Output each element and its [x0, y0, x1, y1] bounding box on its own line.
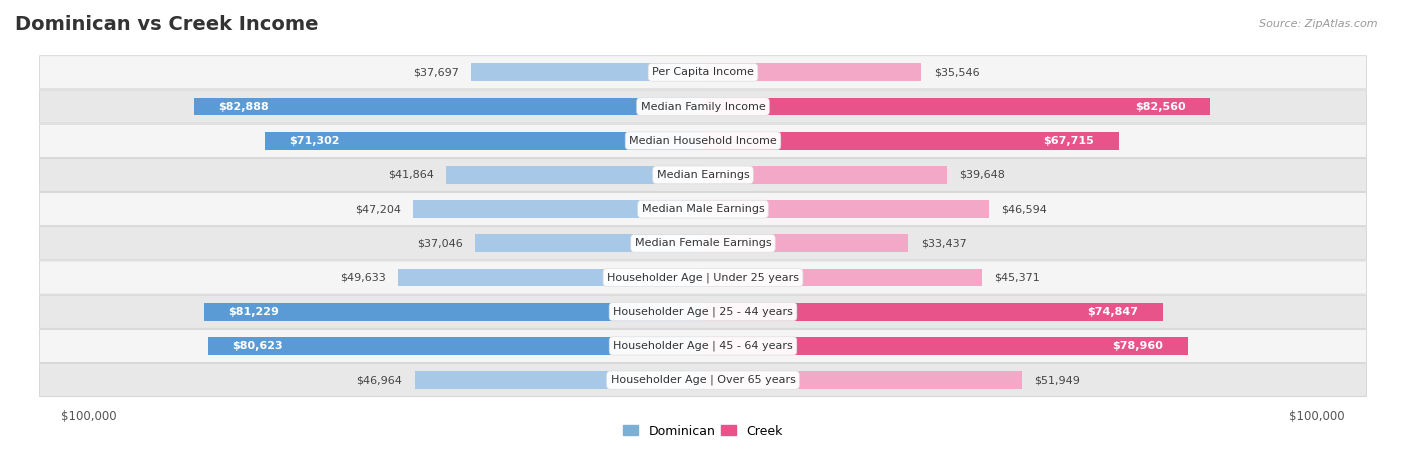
Text: $41,864: $41,864 [388, 170, 433, 180]
FancyBboxPatch shape [39, 226, 1367, 260]
Bar [703, 64, 921, 81]
Text: $49,633: $49,633 [340, 273, 385, 283]
Text: $46,594: $46,594 [1001, 204, 1047, 214]
Text: $74,847: $74,847 [1087, 307, 1139, 317]
Bar [703, 98, 1211, 115]
Text: Dominican vs Creek Income: Dominican vs Creek Income [15, 15, 319, 34]
Text: Per Capita Income: Per Capita Income [652, 67, 754, 78]
Text: Median Family Income: Median Family Income [641, 101, 765, 112]
Text: $81,229: $81,229 [229, 307, 280, 317]
Text: $39,648: $39,648 [959, 170, 1005, 180]
Text: $35,546: $35,546 [934, 67, 979, 78]
Text: Householder Age | Over 65 years: Householder Age | Over 65 years [610, 375, 796, 385]
Text: $71,302: $71,302 [290, 136, 340, 146]
Bar [446, 166, 703, 184]
FancyBboxPatch shape [39, 56, 1367, 89]
Text: $45,371: $45,371 [994, 273, 1040, 283]
Text: $78,960: $78,960 [1112, 341, 1164, 351]
FancyBboxPatch shape [39, 295, 1367, 328]
Bar [475, 234, 703, 252]
Text: $37,697: $37,697 [413, 67, 460, 78]
Bar [703, 303, 1163, 321]
Bar [703, 200, 990, 218]
Text: Source: ZipAtlas.com: Source: ZipAtlas.com [1260, 19, 1378, 28]
Bar [264, 132, 703, 149]
Text: $46,964: $46,964 [356, 375, 402, 385]
Bar [703, 269, 981, 286]
Bar [703, 371, 1022, 389]
Bar [703, 166, 946, 184]
Text: $33,437: $33,437 [921, 238, 966, 248]
Text: $47,204: $47,204 [354, 204, 401, 214]
Legend: Dominican, Creek: Dominican, Creek [619, 420, 787, 443]
Bar [204, 303, 703, 321]
Bar [703, 234, 908, 252]
FancyBboxPatch shape [39, 192, 1367, 226]
Text: $82,888: $82,888 [218, 101, 269, 112]
Bar [413, 200, 703, 218]
Text: $37,046: $37,046 [418, 238, 463, 248]
FancyBboxPatch shape [39, 363, 1367, 396]
Text: Median Household Income: Median Household Income [628, 136, 778, 146]
Text: Median Earnings: Median Earnings [657, 170, 749, 180]
Bar [398, 269, 703, 286]
Text: Householder Age | Under 25 years: Householder Age | Under 25 years [607, 272, 799, 283]
Text: $67,715: $67,715 [1043, 136, 1094, 146]
FancyBboxPatch shape [39, 90, 1367, 123]
Bar [194, 98, 703, 115]
Text: Median Male Earnings: Median Male Earnings [641, 204, 765, 214]
Bar [208, 337, 703, 355]
FancyBboxPatch shape [39, 261, 1367, 294]
Text: $82,560: $82,560 [1135, 101, 1185, 112]
Text: Median Female Earnings: Median Female Earnings [634, 238, 772, 248]
Text: $80,623: $80,623 [232, 341, 283, 351]
Text: $51,949: $51,949 [1035, 375, 1080, 385]
Bar [415, 371, 703, 389]
FancyBboxPatch shape [39, 158, 1367, 191]
FancyBboxPatch shape [39, 124, 1367, 157]
Text: Householder Age | 45 - 64 years: Householder Age | 45 - 64 years [613, 340, 793, 351]
Bar [703, 132, 1119, 149]
Bar [471, 64, 703, 81]
Bar [703, 337, 1188, 355]
FancyBboxPatch shape [39, 329, 1367, 362]
Text: Householder Age | 25 - 44 years: Householder Age | 25 - 44 years [613, 306, 793, 317]
